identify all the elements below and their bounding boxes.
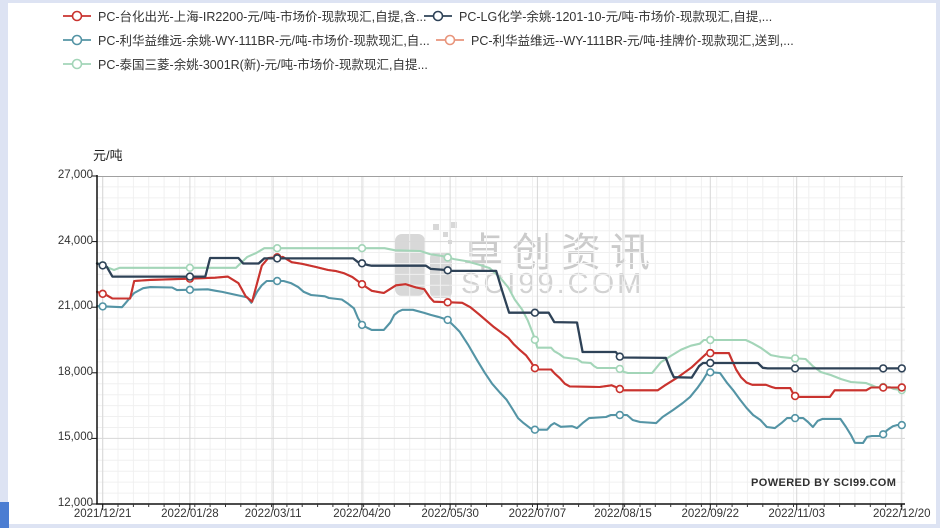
x-axis-label: 2022/07/07 [508, 508, 567, 520]
series-marker-2 [706, 368, 715, 377]
series-marker-3 [878, 383, 888, 392]
series-marker-2 [878, 430, 888, 439]
series-marker-0 [615, 384, 624, 394]
series-marker-4 [357, 259, 367, 268]
legend-marker-icon [63, 10, 91, 21]
legend-marker-icon [436, 34, 464, 45]
x-axis-label: 2022/09/22 [681, 508, 740, 520]
series-marker-1 [530, 335, 540, 344]
legend-item-label: PC-利华益维远--WY-111BR-元/吨-挂牌价-现款现汇,送到,... [471, 34, 794, 48]
series-marker-4 [897, 364, 906, 373]
legend-marker-icon [63, 58, 91, 69]
legend-item-4[interactable]: PC-LG化学-余姚-1201-10-元/吨-市场价-现款现汇,自提,... [423, 6, 772, 25]
x-axis-label: 2021/12/21 [73, 508, 132, 520]
legend-item-label: PC-泰国三菱-余姚-3001R(新)-元/吨-市场价-现款现汇,自提... [98, 58, 428, 72]
series-marker-2 [98, 302, 107, 311]
y-axis-label: 15,000 [57, 431, 93, 444]
series-marker-4 [615, 352, 624, 361]
watermark-logo-dot-icon [451, 222, 457, 228]
series-marker-2 [530, 425, 540, 434]
series-marker-1 [706, 335, 715, 345]
series-marker-1 [273, 244, 282, 253]
series-marker-4 [273, 254, 282, 263]
legend-marker-icon [424, 10, 452, 21]
x-axis-label: 2022/03/11 [244, 508, 302, 520]
series-marker-1 [897, 385, 906, 395]
sci99-watermark: 卓创资讯 SCI99.COM [393, 222, 693, 312]
series-marker-3 [273, 253, 282, 262]
series-marker-1 [357, 244, 367, 253]
series-marker-1 [790, 354, 800, 363]
series-marker-2 [790, 413, 800, 423]
series-marker-0 [273, 253, 282, 262]
series-marker-0 [357, 280, 367, 289]
series-marker-2 [185, 285, 195, 294]
legend-item-label: PC-利华益维远-余姚-WY-111BR-元/吨-市场价-现款现汇,自... [98, 34, 430, 48]
series-marker-4 [790, 364, 800, 373]
series-marker-3 [530, 364, 540, 373]
series-marker-1 [98, 261, 107, 270]
series-marker-3 [98, 289, 107, 298]
series-marker-2 [273, 276, 282, 286]
y-axis-label: 24,000 [57, 234, 93, 247]
legend-item-3[interactable]: PC-台化出光-上海-IR2200-元/吨-市场价-现款现汇,自提,含... [62, 6, 427, 25]
x-axis-label: 2022/12/20 [872, 508, 931, 520]
x-axis-label: 2022/04/20 [333, 508, 391, 520]
x-axis-label: 2022/08/15 [594, 508, 652, 520]
page-corner-accent [0, 502, 9, 528]
x-axis-label: 2022/01/28 [161, 508, 219, 520]
y-axis-label: 12,000 [57, 497, 93, 509]
legend-marker-icon [63, 34, 91, 45]
y-axis-label: 27,000 [57, 169, 93, 181]
series-marker-0 [530, 364, 540, 373]
x-axis-label: 2022/11/03 [768, 508, 826, 520]
series-marker-1 [185, 263, 195, 272]
series-marker-3 [185, 274, 195, 283]
x-axis-label: 2022/05/30 [421, 508, 479, 520]
series-marker-2 [897, 420, 906, 430]
y-axis-title: 元/吨 [93, 148, 123, 163]
series-marker-2 [615, 410, 624, 420]
series-marker-4 [185, 272, 195, 281]
watermark-logo-bar-icon [395, 234, 425, 296]
y-axis-label: 21,000 [57, 300, 93, 313]
legend-item-label: PC-LG化学-余姚-1201-10-元/吨-市场价-现款现汇,自提,... [459, 10, 773, 24]
series-marker-0 [790, 391, 800, 401]
powered-by-label: POWERED BY SCI99.COM [751, 477, 897, 489]
series-marker-3 [357, 280, 367, 289]
series-marker-4 [878, 364, 888, 373]
legend-item-2[interactable]: PC-利华益维远-余姚-WY-111BR-元/吨-市场价-现款现汇,自... [62, 30, 430, 49]
series-marker-3 [897, 383, 906, 392]
series-marker-3 [790, 391, 800, 401]
series-marker-0 [878, 383, 888, 392]
series-marker-0 [897, 383, 906, 392]
series-marker-2 [443, 315, 452, 325]
watermark-logo-dot-icon [443, 232, 448, 237]
legend-item-0[interactable]: PC-利华益维远--WY-111BR-元/吨-挂牌价-现款现汇,送到,... [435, 30, 794, 49]
series-marker-1 [878, 382, 888, 392]
series-marker-4 [706, 358, 715, 368]
watermark-logo-dot-icon [448, 240, 452, 244]
legend-item-1[interactable]: PC-泰国三菱-余姚-3001R(新)-元/吨-市场价-现款现汇,自提... [62, 54, 428, 73]
series-marker-0 [98, 289, 107, 298]
legend-item-label: PC-台化出光-上海-IR2200-元/吨-市场价-现款现汇,自提,含... [98, 10, 427, 24]
watermark-logo-bar-icon [430, 252, 452, 298]
series-marker-3 [706, 348, 715, 358]
series-marker-4 [98, 261, 107, 270]
watermark-logo-dot-icon [433, 224, 439, 230]
series-marker-0 [185, 274, 195, 283]
chart-legend: PC-台化出光-上海-IR2200-元/吨-市场价-现款现汇,自提,含... PC… [0, 0, 940, 84]
y-axis-label: 18,000 [57, 365, 93, 378]
series-marker-3 [615, 384, 624, 394]
series-marker-0 [706, 348, 715, 358]
series-marker-2 [357, 320, 367, 330]
series-marker-1 [615, 364, 624, 374]
watermark-subtitle: SCI99.COM [461, 268, 645, 300]
